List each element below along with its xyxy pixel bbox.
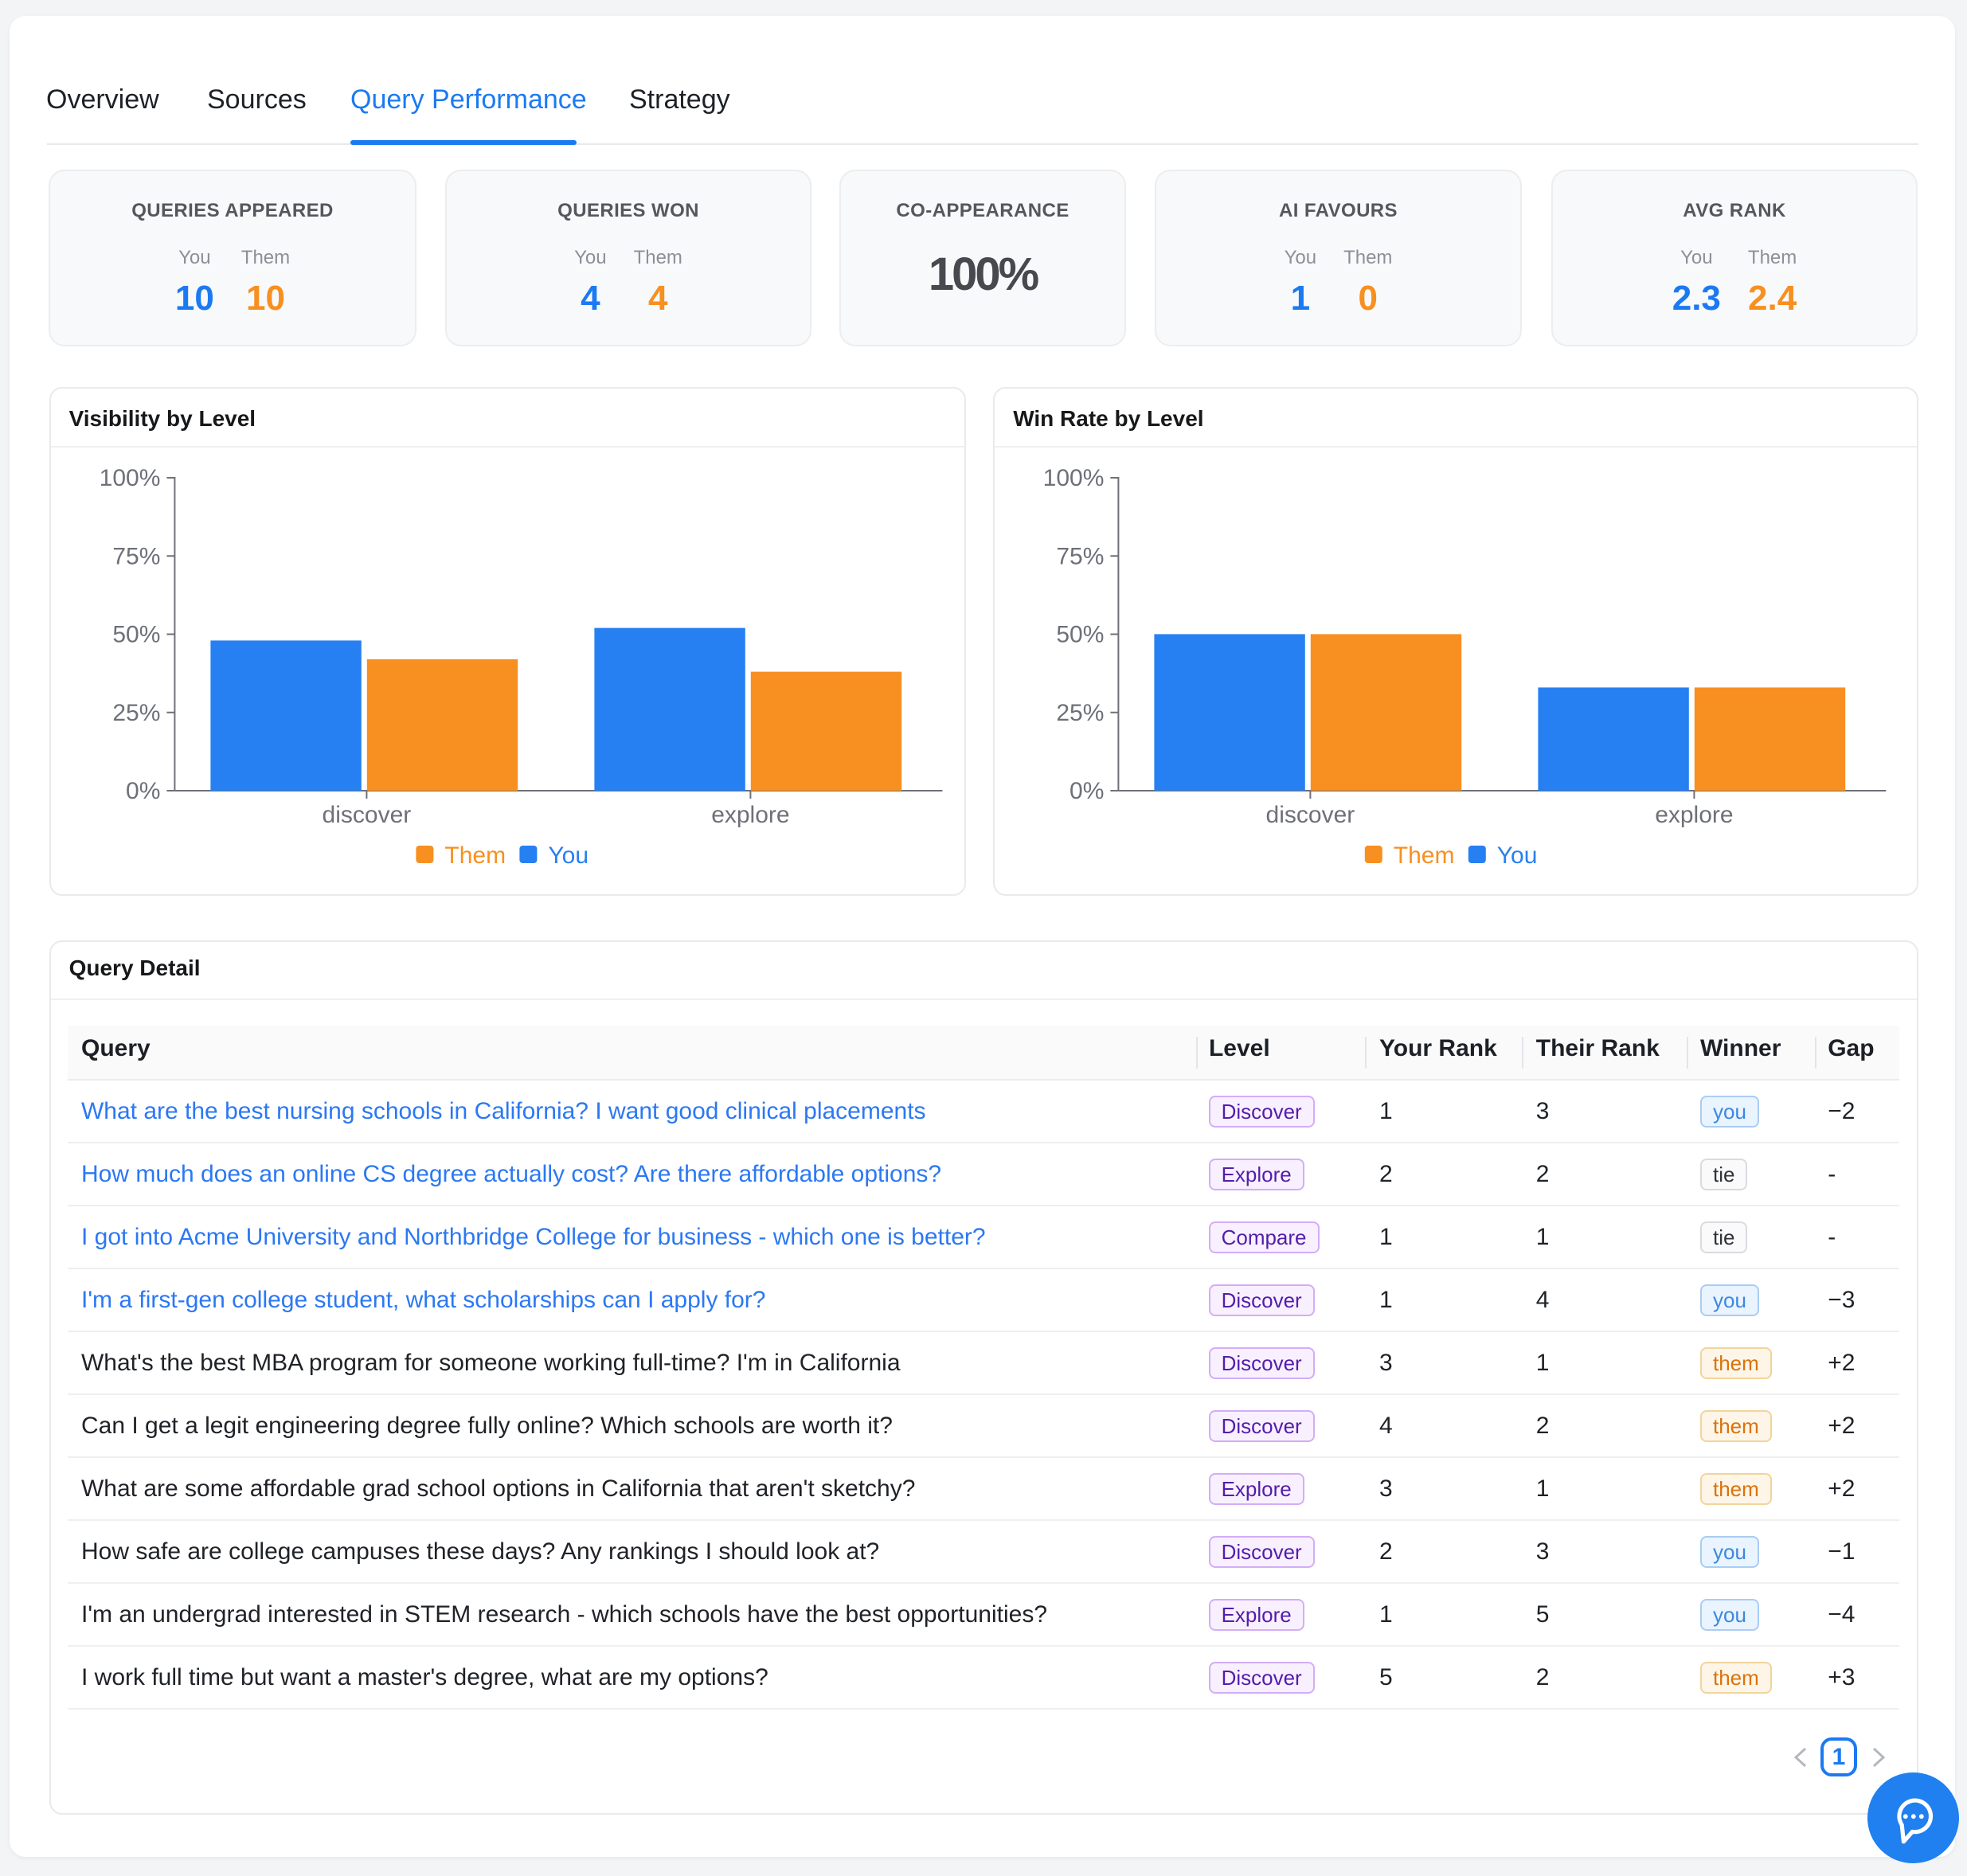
svg-text:discover: discover [1266, 802, 1355, 828]
svg-text:75%: 75% [1057, 543, 1105, 569]
svg-text:25%: 25% [112, 700, 160, 726]
svg-text:100%: 100% [1043, 465, 1105, 491]
svg-text:25%: 25% [1057, 700, 1105, 726]
svg-text:50%: 50% [1057, 622, 1105, 648]
svg-text:75%: 75% [112, 543, 160, 569]
svg-text:Them: Them [1394, 842, 1455, 869]
svg-text:explore: explore [1655, 802, 1733, 828]
svg-text:discover: discover [322, 802, 411, 828]
svg-text:50%: 50% [112, 622, 160, 648]
svg-text:0%: 0% [126, 778, 160, 804]
svg-text:You: You [1497, 842, 1538, 869]
svg-text:100%: 100% [99, 465, 160, 491]
svg-text:You: You [548, 842, 589, 869]
svg-text:Them: Them [444, 842, 506, 869]
svg-text:explore: explore [711, 802, 789, 828]
svg-text:0%: 0% [1070, 778, 1104, 804]
